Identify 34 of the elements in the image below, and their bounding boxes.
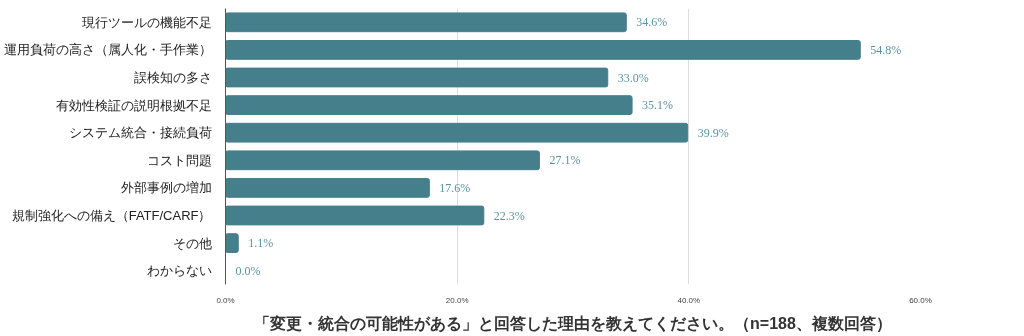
bar [225,205,485,226]
x-tick-label: 20.0% [445,295,469,305]
bar [225,12,627,33]
y-tick-label: 規制強化への備え（FATF/CARF） [11,208,212,223]
bar [225,122,689,143]
bar [225,95,633,115]
y-tick-label: 外部事例の増加 [120,180,212,196]
bar [225,233,239,253]
text: 「変更・統合の可能性がある」と回答した理由を教えてください。（n=188、複数回答） [254,313,892,333]
y-tick-label: 誤検知の多さ [133,70,212,85]
data-label: 54.8% [870,42,902,57]
data-label: 22.3% [493,208,525,223]
data-label: 27.1% [549,153,581,168]
y-tick-label: 運用負荷の高さ（属人化・手作業） [3,42,212,58]
bar [225,150,540,171]
data-label: 34.6% [636,15,668,30]
data-label: 33.0% [617,70,649,85]
data-label: 0.0% [235,263,261,278]
data-label: 39.9% [697,125,729,140]
data-label: 17.6% [439,180,471,195]
x-tick-label: 0.0% [216,295,235,305]
x-tick-label: 60.0% [909,295,932,305]
y-tick-label: 有効性検証の説明根拠不足 [55,97,212,113]
y-tick-label: システム統合・接続負荷 [68,125,212,141]
y-tick-label: わからない [146,263,212,279]
bar [225,67,609,88]
data-label: 35.1% [642,98,674,113]
y-tick-label: その他 [172,235,212,251]
bar [225,40,861,60]
bar [225,178,430,198]
y-tick-label: コスト問題 [146,152,212,168]
x-tick-label: 40.0% [677,295,701,305]
y-tick-label: 現行ツールの機能不足 [81,14,212,30]
data-label: 1.1% [248,236,274,251]
